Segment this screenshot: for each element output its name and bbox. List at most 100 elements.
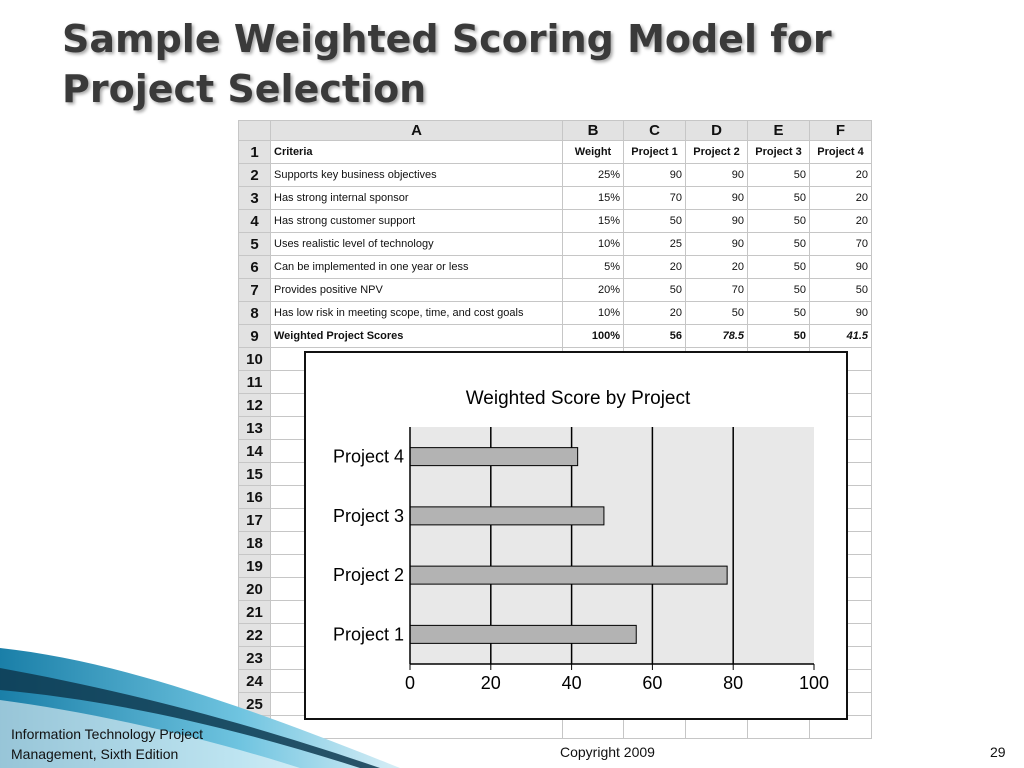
plot-area (410, 427, 814, 664)
cell-criterion[interactable]: Provides positive NPV (270, 278, 563, 302)
cell-weight-header[interactable]: Weight (562, 140, 624, 164)
row-header[interactable]: 9 (238, 324, 271, 348)
chart-title: Weighted Score by Project (466, 388, 691, 409)
cell-score[interactable]: 20 (623, 301, 686, 325)
row-header[interactable]: 17 (238, 508, 271, 532)
cell-project1-header[interactable]: Project 1 (623, 140, 686, 164)
row-header[interactable]: 14 (238, 439, 271, 463)
cell-score[interactable]: 20 (809, 163, 872, 187)
cell-total-score[interactable]: 78.5 (685, 324, 748, 348)
cell-score[interactable]: 50 (747, 232, 810, 256)
row-header[interactable]: 3 (238, 186, 271, 210)
row-header[interactable]: 6 (238, 255, 271, 279)
footer-book-line-1: Information Technology Project (11, 726, 203, 742)
cell-criterion[interactable]: Uses realistic level of technology (270, 232, 563, 256)
cell-score[interactable]: 50 (809, 278, 872, 302)
cell-weight[interactable]: 15% (562, 186, 624, 210)
cell-score[interactable]: 50 (747, 209, 810, 233)
cell-score[interactable]: 90 (685, 186, 748, 210)
cell-score[interactable]: 50 (623, 278, 686, 302)
bar-project-4[interactable] (409, 447, 579, 467)
cell-score[interactable]: 90 (809, 301, 872, 325)
x-tick-label: 20 (481, 673, 501, 693)
cell-criterion[interactable]: Can be implemented in one year or less (270, 255, 563, 279)
cell-total-label[interactable]: Weighted Project Scores (270, 324, 563, 348)
cell-total-score[interactable]: 56 (623, 324, 686, 348)
row-header[interactable]: 22 (238, 623, 271, 647)
cell-weight[interactable]: 10% (562, 232, 624, 256)
row-header[interactable]: 8 (238, 301, 271, 325)
cell-weight[interactable]: 15% (562, 209, 624, 233)
row-header[interactable]: 4 (238, 209, 271, 233)
cell-score[interactable]: 20 (809, 186, 872, 210)
cell-score[interactable]: 50 (747, 186, 810, 210)
cell-score[interactable]: 90 (685, 232, 748, 256)
cell-score[interactable]: 70 (685, 278, 748, 302)
row-header[interactable]: 11 (238, 370, 271, 394)
column-header-e[interactable]: E (747, 120, 810, 141)
select-all-corner[interactable] (238, 120, 271, 141)
cell-score[interactable]: 50 (747, 163, 810, 187)
column-header-d[interactable]: D (685, 120, 748, 141)
column-header-a[interactable]: A (270, 120, 563, 141)
row-header[interactable]: 12 (238, 393, 271, 417)
cell-criterion[interactable]: Has strong customer support (270, 209, 563, 233)
cell-score[interactable]: 90 (685, 209, 748, 233)
cell-score[interactable]: 20 (809, 209, 872, 233)
row-header[interactable]: 2 (238, 163, 271, 187)
cell-score[interactable]: 90 (685, 163, 748, 187)
category-labels: Project 1 Project 2 Project 3 Project 4 (333, 447, 404, 645)
cell-weight[interactable]: 20% (562, 278, 624, 302)
x-tick-label: 100 (799, 673, 829, 693)
cell-criterion[interactable]: Has low risk in meeting scope, time, and… (270, 301, 563, 325)
row-header[interactable]: 19 (238, 554, 271, 578)
cell-score[interactable]: 50 (747, 255, 810, 279)
cell-weight[interactable]: 10% (562, 301, 624, 325)
cell-project2-header[interactable]: Project 2 (685, 140, 748, 164)
cell-score[interactable]: 20 (685, 255, 748, 279)
x-tick-label: 40 (562, 673, 582, 693)
cell-total-score[interactable]: 50 (747, 324, 810, 348)
column-header-c[interactable]: C (623, 120, 686, 141)
column-header-row: A B C D E F (238, 120, 872, 141)
row-header[interactable]: 18 (238, 531, 271, 555)
row-header[interactable]: 10 (238, 347, 271, 371)
row-header[interactable]: 7 (238, 278, 271, 302)
bar-project-2[interactable] (409, 565, 728, 585)
column-header-b[interactable]: B (562, 120, 624, 141)
cell-weight[interactable]: 25% (562, 163, 624, 187)
bar-project-3[interactable] (409, 506, 605, 526)
table-row: 8 Has low risk in meeting scope, time, a… (238, 301, 872, 325)
cell-criterion[interactable]: Supports key business objectives (270, 163, 563, 187)
cell-score[interactable]: 50 (685, 301, 748, 325)
footer-book-line-2: Management, Sixth Edition (11, 746, 179, 762)
row-header[interactable]: 5 (238, 232, 271, 256)
cell-score[interactable]: 70 (623, 186, 686, 210)
cell-project3-header[interactable]: Project 3 (747, 140, 810, 164)
bar-project-1[interactable] (409, 624, 637, 644)
cell-score[interactable]: 25 (623, 232, 686, 256)
cell-score[interactable]: 50 (747, 301, 810, 325)
row-header[interactable]: 1 (238, 140, 271, 164)
cell-score[interactable]: 70 (809, 232, 872, 256)
cell-total-weight[interactable]: 100% (562, 324, 624, 348)
cell-criterion[interactable]: Has strong internal sponsor (270, 186, 563, 210)
cell-criteria-header[interactable]: Criteria (270, 140, 563, 164)
cell-score[interactable]: 50 (747, 278, 810, 302)
cell-score[interactable]: 90 (623, 163, 686, 187)
cell-score[interactable]: 50 (623, 209, 686, 233)
cell-score[interactable]: 20 (623, 255, 686, 279)
row-header[interactable]: 23 (238, 646, 271, 670)
row-header[interactable]: 20 (238, 577, 271, 601)
cell-weight[interactable]: 5% (562, 255, 624, 279)
row-header[interactable]: 21 (238, 600, 271, 624)
row-header[interactable]: 13 (238, 416, 271, 440)
row-header[interactable]: 15 (238, 462, 271, 486)
cell-total-score[interactable]: 41.5 (809, 324, 872, 348)
bar-chart[interactable]: Weighted Score by Project Project 1 Proje… (304, 351, 848, 720)
column-header-f[interactable]: F (809, 120, 872, 141)
row-header[interactable]: 24 (238, 669, 271, 693)
cell-score[interactable]: 90 (809, 255, 872, 279)
cell-project4-header[interactable]: Project 4 (809, 140, 872, 164)
row-header[interactable]: 16 (238, 485, 271, 509)
